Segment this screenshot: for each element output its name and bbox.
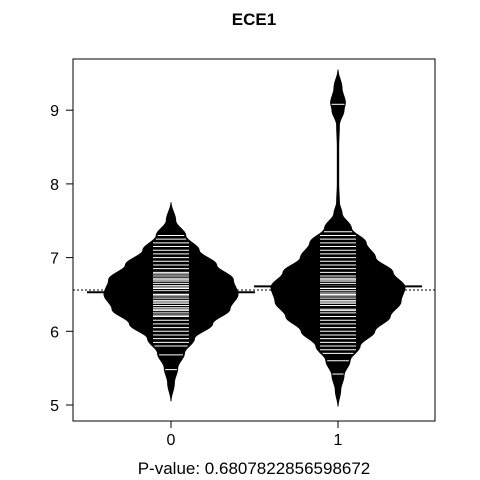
y-tick-label-6: 6	[50, 324, 59, 341]
chart-title: ECE1	[232, 10, 276, 29]
p-value-label: P-value: 0.6807822856598672	[138, 459, 371, 478]
y-tick-label-5: 5	[50, 398, 59, 415]
x-tick-label-1: 1	[334, 432, 343, 449]
beans-layer	[73, 69, 435, 407]
y-tick-label-9: 9	[50, 103, 59, 120]
plot-frame	[72, 58, 436, 422]
y-axis: 5 6 7 8 9	[50, 103, 73, 415]
bean-1	[270, 69, 406, 407]
y-tick-label-8: 8	[50, 177, 59, 194]
x-tick-label-0: 0	[167, 432, 176, 449]
y-tick-label-7: 7	[50, 251, 59, 268]
